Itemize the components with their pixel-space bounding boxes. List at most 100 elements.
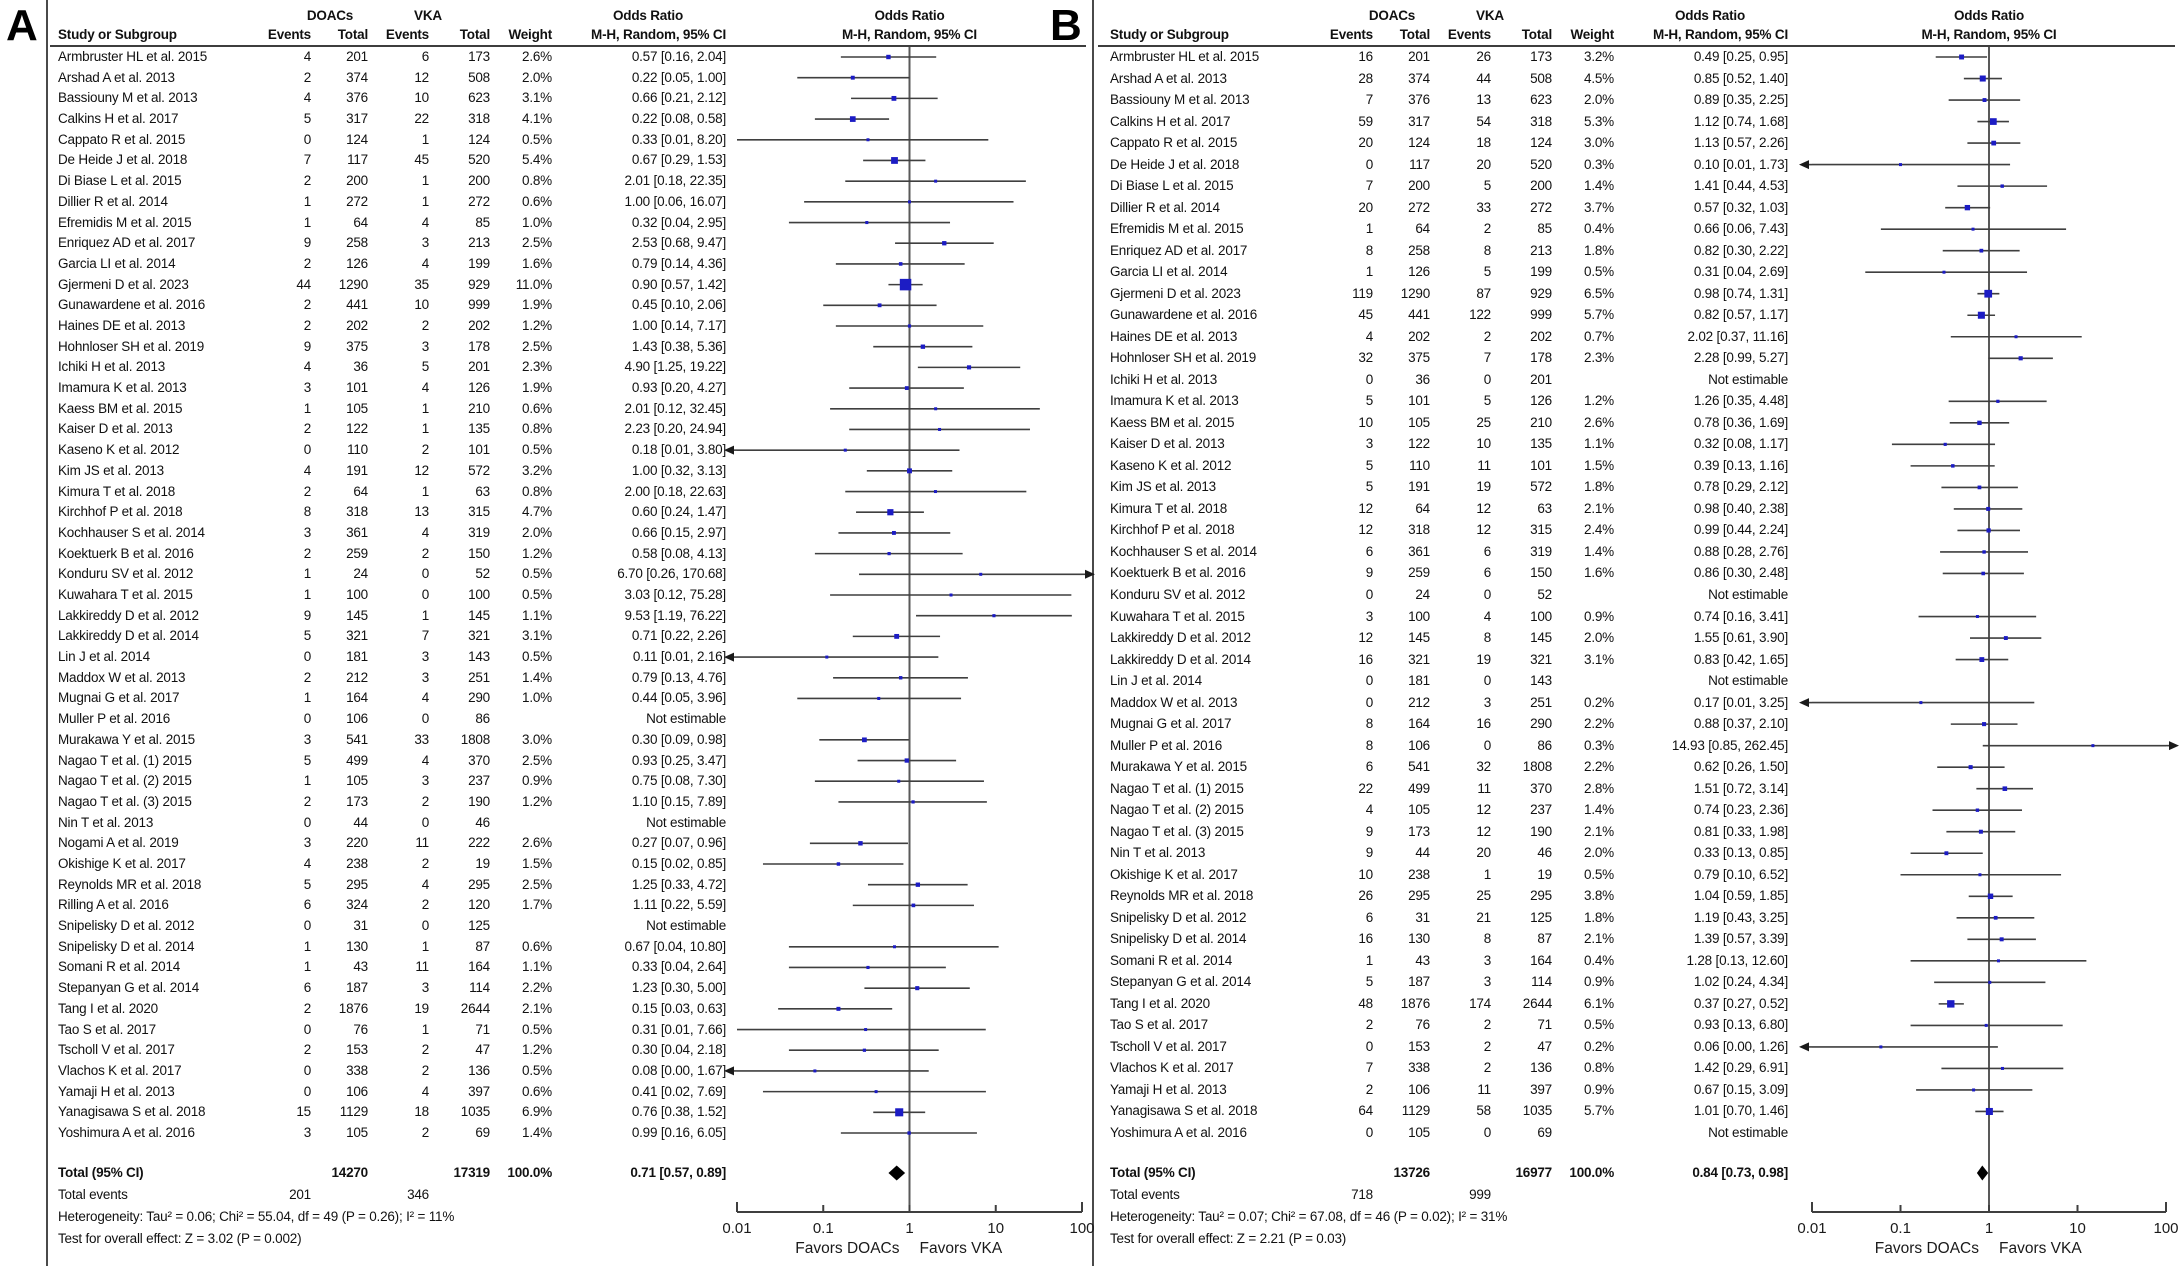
doac-total: 295 bbox=[1408, 888, 1430, 904]
total-doac-n: 14270 bbox=[331, 1165, 368, 1180]
group-header-vka: VKA bbox=[1476, 8, 1504, 23]
or-ci-text: 0.11 [0.01, 2.16] bbox=[632, 649, 726, 665]
weight: 2.8% bbox=[1584, 780, 1614, 796]
or-ci-text: 0.33 [0.04, 2.64] bbox=[631, 959, 726, 975]
vka-total: 319 bbox=[468, 524, 490, 540]
study-name: Konduru SV et al. 2012 bbox=[58, 566, 194, 582]
doac-total: 105 bbox=[346, 400, 368, 416]
study-name: Imamura K et al. 2013 bbox=[58, 380, 187, 396]
or-ci-text: 0.98 [0.74, 1.31] bbox=[1693, 285, 1788, 301]
doac-total: 295 bbox=[346, 876, 368, 892]
vka-events: 4 bbox=[421, 214, 430, 230]
doac-total: 64 bbox=[353, 483, 368, 499]
doac-events: 5 bbox=[1365, 393, 1374, 409]
vka-events: 8 bbox=[1483, 630, 1492, 646]
panel-divider-line bbox=[1092, 0, 1094, 1266]
doac-total: 164 bbox=[346, 690, 368, 706]
doac-total: 117 bbox=[1409, 156, 1430, 172]
doac-events: 12 bbox=[1358, 522, 1373, 538]
weight: 0.6% bbox=[522, 193, 552, 209]
doac-events: 2 bbox=[303, 421, 312, 437]
doac-events: 9 bbox=[1365, 823, 1374, 839]
study-name: Bassiouny M et al. 2013 bbox=[1110, 92, 1250, 108]
or-ci-text: 0.71 [0.22, 2.26] bbox=[631, 628, 726, 644]
doac-total: 191 bbox=[1408, 479, 1430, 495]
doac-events: 2 bbox=[303, 545, 312, 561]
weight: 2.0% bbox=[522, 69, 552, 85]
plot-title: Odds Ratio bbox=[874, 8, 945, 23]
doac-total: 212 bbox=[1408, 694, 1430, 710]
or-marker bbox=[898, 676, 903, 680]
vka-events: 2 bbox=[421, 545, 430, 561]
weight: 1.2% bbox=[522, 793, 552, 809]
or-marker bbox=[1943, 442, 1947, 446]
weight: 0.9% bbox=[1584, 608, 1614, 624]
study-name: De Heide J et al. 2018 bbox=[1110, 156, 1240, 172]
or-ci-text: 0.33 [0.13, 0.85] bbox=[1693, 845, 1788, 861]
doac-total: 101 bbox=[1408, 393, 1430, 409]
vka-total: 213 bbox=[468, 235, 490, 251]
vka-events: 8 bbox=[1483, 931, 1492, 947]
vka-total: 71 bbox=[475, 1021, 490, 1037]
doac-events: 1 bbox=[1365, 221, 1374, 237]
vka-events: 1 bbox=[421, 938, 430, 954]
or-marker bbox=[915, 986, 920, 991]
doac-total: 238 bbox=[346, 856, 368, 871]
study-name: Gunawardene et al. 2016 bbox=[1110, 307, 1258, 323]
study-name: Somani R et al. 2014 bbox=[58, 959, 181, 975]
arrow-right bbox=[2169, 741, 2179, 751]
doac-total: 64 bbox=[1415, 500, 1430, 516]
study-name: Lakkireddy D et al. 2014 bbox=[58, 628, 199, 644]
vka-events: 4 bbox=[421, 876, 430, 892]
study-name: Kaiser D et al. 2013 bbox=[58, 421, 173, 437]
doac-events: 64 bbox=[1358, 1103, 1373, 1119]
vka-total: 125 bbox=[1530, 909, 1552, 925]
or-marker bbox=[850, 75, 855, 80]
doac-events: 3 bbox=[303, 380, 312, 396]
doac-total: 374 bbox=[1408, 70, 1430, 86]
study-name: Konduru SV et al. 2012 bbox=[1110, 587, 1246, 602]
vka-total: 63 bbox=[475, 483, 490, 499]
weight: 0.5% bbox=[1584, 866, 1614, 882]
vka-total: 623 bbox=[1530, 92, 1552, 108]
or-ci-text: 1.43 [0.38, 5.36] bbox=[631, 338, 726, 354]
or-ci-text: 9.53 [1.19, 76.22] bbox=[624, 607, 727, 623]
or-ci-text: 0.79 [0.10, 6.52] bbox=[1693, 866, 1788, 882]
doac-events: 10 bbox=[1358, 414, 1373, 430]
vka-total: 173 bbox=[468, 49, 490, 64]
or-marker bbox=[887, 552, 891, 556]
doac-total: 212 bbox=[346, 669, 368, 685]
or-column-title: Odds Ratio bbox=[612, 8, 683, 23]
study-name: Gjermeni D et al. 2023 bbox=[1110, 285, 1241, 301]
or-ci-text: 0.60 [0.24, 1.47] bbox=[631, 504, 726, 520]
doac-total: 272 bbox=[1408, 199, 1430, 215]
or-ci-text: 0.30 [0.09, 0.98] bbox=[631, 731, 726, 747]
vka-total: 19 bbox=[475, 856, 490, 871]
vka-total: 251 bbox=[468, 669, 490, 685]
vka-total: 370 bbox=[1530, 780, 1552, 796]
col-header-doac-events: Events bbox=[267, 27, 311, 42]
vka-events: 8 bbox=[1483, 242, 1492, 258]
doac-events: 3 bbox=[303, 1125, 312, 1140]
or-ci-text: 2.00 [0.18, 22.63] bbox=[624, 483, 727, 499]
or-ci-text: 0.39 [0.13, 1.16] bbox=[1693, 457, 1788, 473]
or-marker bbox=[843, 448, 847, 452]
doac-events: 22 bbox=[1358, 780, 1373, 796]
study-name: Snipelisky D et al. 2012 bbox=[58, 918, 195, 934]
vka-events: 6 bbox=[421, 49, 430, 64]
weight: 2.5% bbox=[522, 235, 552, 251]
study-name: Arshad A et al. 2013 bbox=[58, 69, 175, 85]
or-ci-text: 0.30 [0.04, 2.18] bbox=[631, 1042, 726, 1058]
or-ci-text: 1.01 [0.70, 1.46] bbox=[1693, 1103, 1788, 1119]
doac-total: 44 bbox=[1415, 845, 1430, 861]
vka-events: 16 bbox=[1476, 716, 1491, 732]
vka-total: 508 bbox=[1530, 70, 1552, 86]
doac-total: 122 bbox=[1408, 436, 1430, 452]
vka-events: 3 bbox=[421, 235, 430, 251]
study-name: Enriquez AD et al. 2017 bbox=[58, 235, 196, 251]
or-marker bbox=[938, 427, 942, 431]
group-header-doacs: DOACs bbox=[306, 8, 354, 23]
or-marker bbox=[949, 593, 953, 597]
doac-total: 36 bbox=[1415, 371, 1430, 387]
weight: 1.2% bbox=[522, 545, 552, 561]
